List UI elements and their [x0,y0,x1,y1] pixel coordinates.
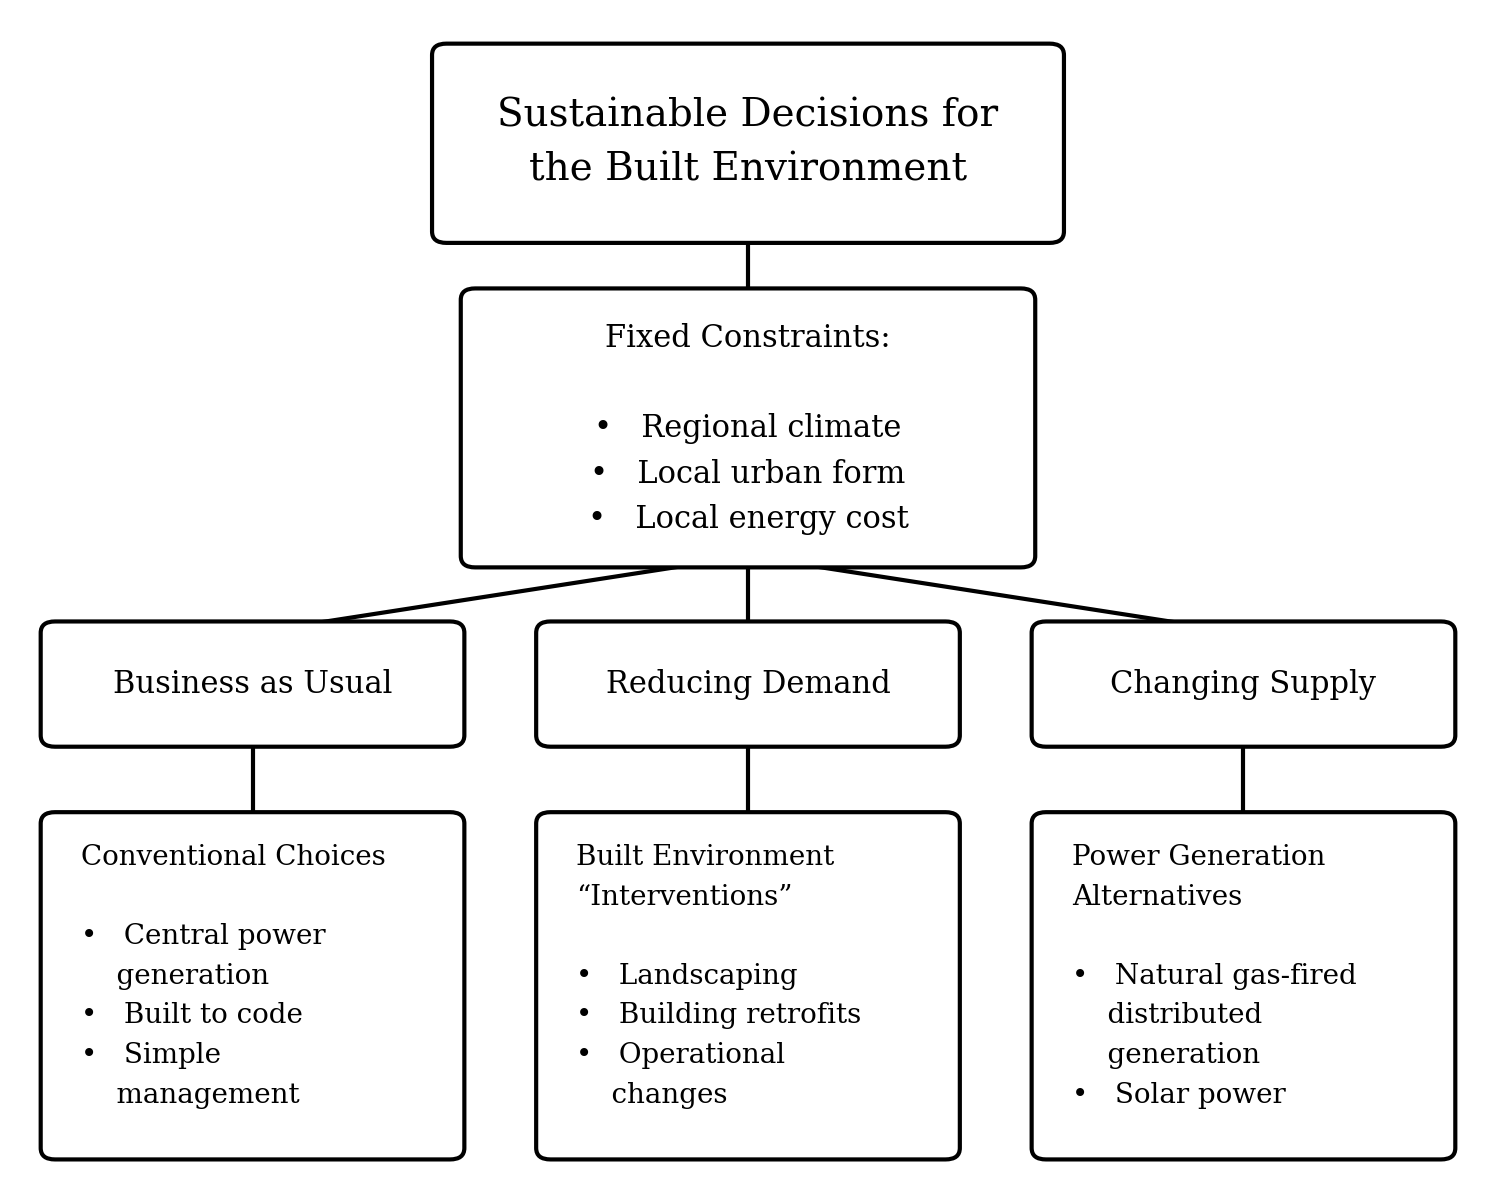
FancyBboxPatch shape [1032,621,1456,747]
FancyBboxPatch shape [536,621,960,747]
FancyBboxPatch shape [40,621,464,747]
Text: Reducing Demand: Reducing Demand [606,669,890,700]
FancyBboxPatch shape [1032,812,1456,1160]
Text: Power Generation
Alternatives

•   Natural gas-fired
    distributed
    generat: Power Generation Alternatives • Natural … [1071,844,1357,1109]
Text: Business as Usual: Business as Usual [112,669,392,700]
Text: Changing Supply: Changing Supply [1110,669,1376,700]
Text: Sustainable Decisions for
the Built Environment: Sustainable Decisions for the Built Envi… [498,97,998,189]
FancyBboxPatch shape [536,812,960,1160]
FancyBboxPatch shape [432,44,1064,243]
FancyBboxPatch shape [461,288,1035,567]
Text: Fixed Constraints:

•   Regional climate
•   Local urban form
•   Local energy c: Fixed Constraints: • Regional climate • … [588,323,908,535]
FancyBboxPatch shape [40,812,464,1160]
Text: Built Environment
“Interventions”

•   Landscaping
•   Building retrofits
•   Op: Built Environment “Interventions” • Land… [576,844,862,1109]
Text: Conventional Choices

•   Central power
    generation
•   Built to code
•   Sim: Conventional Choices • Central power gen… [81,844,386,1109]
